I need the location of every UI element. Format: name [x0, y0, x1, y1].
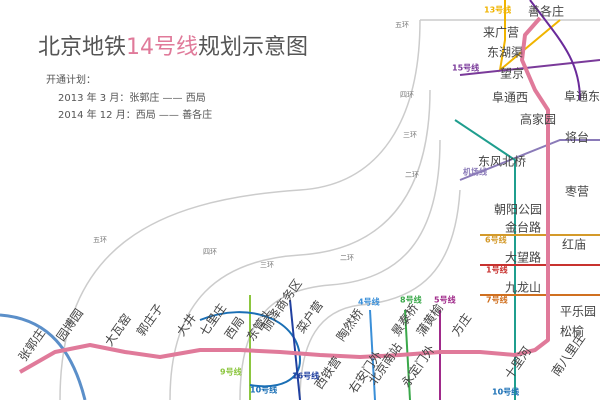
- station-label: 蒲黄榆: [413, 301, 446, 339]
- station-label: 菜户营: [293, 298, 326, 336]
- ring-label: 四环: [203, 248, 217, 256]
- station-label: 阜通东: [564, 90, 600, 104]
- ring-label: 四环: [400, 91, 414, 99]
- line-label: 10号线: [492, 387, 519, 397]
- station-label: 东风北桥: [478, 155, 526, 169]
- station-label: 园博园: [53, 306, 86, 344]
- line-label: 1号线: [486, 265, 508, 275]
- line-label: 7号线: [486, 295, 508, 305]
- ring-label: 二环: [340, 254, 354, 262]
- ring-label: 五环: [395, 21, 409, 29]
- line-label: 5号线: [434, 295, 456, 305]
- station-label: 九龙山: [505, 281, 541, 295]
- station-label: 大井: [174, 311, 199, 339]
- line-14: [19, 16, 550, 374]
- station-label: 望京: [500, 67, 524, 81]
- station-label: 朝阳公园: [494, 203, 542, 217]
- line-label: 4号线: [358, 297, 380, 307]
- line-label: 10号线: [250, 385, 277, 395]
- station-label: 将台: [565, 130, 589, 145]
- station-label: 红庙: [562, 237, 586, 252]
- station-label: 高家园: [520, 112, 556, 127]
- plan-phase: 2014 年 12 月：西局 —— 善各庄: [58, 108, 212, 121]
- station-label: 善各庄: [528, 4, 564, 19]
- title: 北京地铁14号线规划示意图: [38, 35, 308, 60]
- station-label: 金台路: [505, 220, 541, 235]
- station-label: 大望路: [505, 250, 541, 265]
- station-label: 来广营: [483, 26, 519, 40]
- plan-heading: 开通计划：: [46, 73, 96, 86]
- line-label: 9号线: [220, 367, 242, 377]
- station-label: 十里河: [502, 344, 534, 382]
- line-label: 6号线: [485, 235, 507, 245]
- line-label: 15号线: [452, 63, 479, 73]
- station-label: 枣营: [565, 185, 589, 199]
- station-label: 松榆: [560, 324, 584, 339]
- line-label: 8号线: [400, 295, 422, 305]
- line-label: 机场线: [463, 167, 487, 177]
- station-label: 西局: [222, 314, 247, 342]
- ring-label: 五环: [93, 236, 107, 244]
- line-label: 13号线: [484, 5, 511, 15]
- plan-phase: 2013 年 3 月：张郭庄 —— 西局: [58, 91, 206, 104]
- station-label: 平乐园: [560, 305, 596, 319]
- ring-label: 三环: [260, 261, 274, 269]
- station-label: 郭庄子: [133, 301, 166, 339]
- ring-label: 三环: [403, 131, 417, 139]
- line-label: 16号线: [292, 371, 319, 381]
- title-suffix: 规划示意图: [198, 35, 308, 60]
- station-label: 东湖渠: [487, 45, 523, 60]
- station-label: 方庄: [448, 310, 474, 338]
- station-label: 阜通西: [492, 91, 528, 105]
- ring-label: 二环: [405, 171, 419, 179]
- title-prefix: 北京地铁: [38, 35, 126, 60]
- title-line: 14号线: [126, 35, 198, 60]
- station-label: 大瓦窑: [101, 311, 134, 349]
